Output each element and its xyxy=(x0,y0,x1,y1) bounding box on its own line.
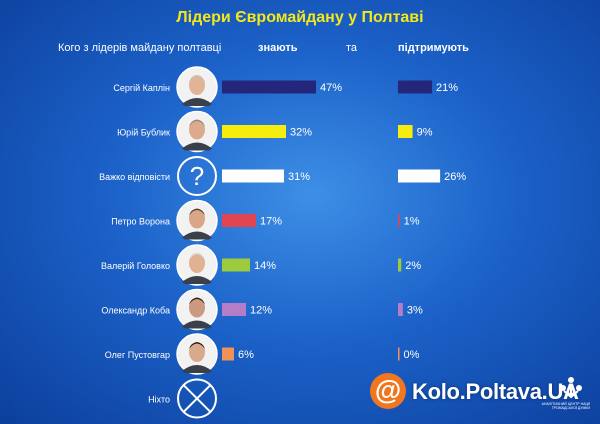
support-column-header: підтримують xyxy=(398,42,469,54)
category-label: Олександр Коба xyxy=(101,306,170,316)
support-value-label: 2% xyxy=(405,260,421,272)
know-bar xyxy=(222,125,286,138)
category-label: Петро Ворона xyxy=(111,217,170,227)
candidate-photo xyxy=(176,244,218,286)
know-value-label: 31% xyxy=(288,171,310,183)
support-bar xyxy=(398,80,433,94)
brand-caption: АНАЛІТИЧНИЙ ЦЕНТР НАЦІЇ ГРОМАДСЬКОЇ ДУМК… xyxy=(541,402,590,410)
support-bar xyxy=(398,347,400,361)
know-bar xyxy=(222,214,256,227)
brand-site-name: Kolo.Poltava.UA xyxy=(412,379,579,404)
category-label: Ніхто xyxy=(148,395,170,405)
question-header: Кого з лідерів майдану полтавці xyxy=(58,42,222,54)
candidate-photo xyxy=(176,199,218,242)
svg-text:?: ? xyxy=(190,161,204,191)
know-bar xyxy=(222,347,234,361)
know-value-label: 32% xyxy=(290,127,312,139)
at-sign-icon: @ xyxy=(370,373,406,409)
know-value-label: 6% xyxy=(238,349,254,361)
brand-logo: @ Kolo.Poltava.UA АНАЛІТИЧНИЙ ЦЕНТР НАЦІ… xyxy=(368,369,592,417)
candidate-photo xyxy=(176,333,218,375)
support-value-label: 26% xyxy=(444,171,466,183)
category-label: Олег Пустовгар xyxy=(105,350,170,360)
know-value-label: 12% xyxy=(250,305,272,317)
know-column-header: знають xyxy=(258,42,298,54)
support-value-label: 1% xyxy=(404,216,420,228)
category-label: Валерій Головко xyxy=(101,261,170,271)
support-bar xyxy=(398,125,413,138)
know-value-label: 17% xyxy=(260,216,282,228)
know-value-label: 14% xyxy=(254,260,276,272)
candidate-photo xyxy=(176,288,218,331)
support-value-label: 21% xyxy=(436,82,458,94)
category-label: Важко відповісти xyxy=(99,172,170,182)
question-mark-icon: ? xyxy=(177,156,217,196)
support-bar xyxy=(398,303,403,316)
people-network-icon xyxy=(560,377,582,399)
know-bar xyxy=(222,80,316,94)
candidate-photo xyxy=(176,110,218,153)
category-label: Сергій Каплін xyxy=(113,83,170,93)
support-value-label: 0% xyxy=(404,349,420,361)
candidate-photo xyxy=(176,66,218,108)
cross-icon xyxy=(177,378,217,419)
support-bar xyxy=(398,214,400,227)
category-label: Юрій Бублик xyxy=(117,128,170,138)
chart-title: Лідери Євромайдану у Полтаві xyxy=(176,9,424,26)
know-bar xyxy=(222,169,284,183)
know-bar xyxy=(222,258,250,272)
support-bar xyxy=(398,258,402,272)
know-value-label: 47% xyxy=(320,82,342,94)
know-bar xyxy=(222,303,246,316)
support-value-label: 9% xyxy=(417,127,433,139)
support-bar xyxy=(398,169,441,183)
and-connector-label: та xyxy=(346,42,358,54)
support-value-label: 3% xyxy=(407,305,423,317)
